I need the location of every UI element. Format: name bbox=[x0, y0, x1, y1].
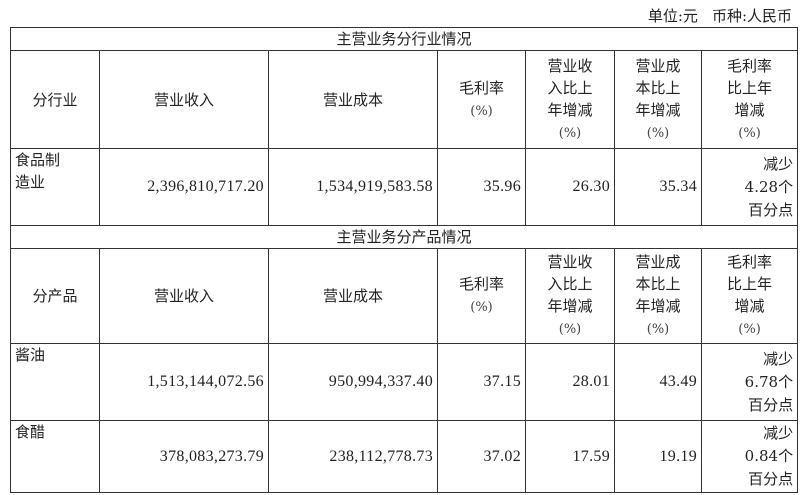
cost-cell: 1,534,919,583.58 bbox=[268, 148, 438, 226]
header-label: 毛利率 bbox=[458, 275, 504, 293]
column-header: 分产品 bbox=[10, 248, 100, 344]
table-row: 食品制造业 2,396,810,717.20 1,534,919,583.58 … bbox=[10, 148, 799, 226]
row-name: 食品制造业 bbox=[10, 148, 100, 226]
column-header: 营业成 本比上 年增减 (%) bbox=[614, 248, 702, 344]
percent-unit: (%) bbox=[558, 125, 582, 141]
column-header: 毛利率 比上年 增减 (%) bbox=[700, 248, 799, 344]
revenue-cell: 378,083,273.79 bbox=[99, 420, 269, 493]
section-title: 主营业务分行业情况 bbox=[9, 27, 799, 51]
row-name-text: 食品制造业 bbox=[15, 151, 61, 191]
margin-change-cell: 减少 6.78个 百分点 bbox=[700, 343, 799, 421]
column-header: 营业成 本比上 年增减 (%) bbox=[614, 50, 702, 149]
column-header: 营业成本 bbox=[268, 248, 438, 344]
header-label: 营业成 本比上 年增减 bbox=[635, 56, 681, 119]
header-label: 毛利率 比上年 增减 bbox=[727, 56, 773, 119]
column-header: 分行业 bbox=[10, 50, 100, 149]
column-header: 毛利率 (%) bbox=[437, 50, 526, 149]
margin-cell: 37.15 bbox=[437, 343, 526, 421]
header-label: 毛利率 比上年 增减 bbox=[727, 253, 773, 315]
margin-change-cell: 减少 4.28个 百分点 bbox=[700, 148, 799, 226]
column-header: 营业收 入比上 年增减 (%) bbox=[525, 50, 615, 149]
table-row: 食醋 378,083,273.79 238,112,778.73 37.02 1… bbox=[10, 420, 799, 493]
margin-change-text: 减少 6.78个 百分点 bbox=[744, 349, 794, 414]
revenue-change-cell: 28.01 bbox=[525, 343, 615, 421]
revenue-cell: 2,396,810,717.20 bbox=[99, 148, 269, 226]
percent-unit: (%) bbox=[646, 125, 670, 141]
percent-unit: (%) bbox=[558, 322, 582, 337]
column-header: 营业收入 bbox=[99, 50, 269, 149]
row-name: 酱油 bbox=[10, 343, 100, 421]
margin-change-cell: 减少 0.84个 百分点 bbox=[700, 420, 799, 493]
header-label: 营业成 本比上 年增减 bbox=[635, 253, 681, 315]
column-header: 毛利率 比上年 增减 (%) bbox=[700, 50, 799, 149]
percent-unit: (%) bbox=[738, 125, 761, 141]
cost-cell: 238,112,778.73 bbox=[268, 420, 438, 493]
revenue-cell: 1,513,144,072.56 bbox=[99, 343, 269, 421]
row-name: 食醋 bbox=[10, 420, 100, 493]
margin-change-text: 减少 0.84个 百分点 bbox=[744, 424, 794, 488]
column-header: 毛利率 (%) bbox=[437, 248, 526, 344]
currency-label: 币种:人民币 bbox=[711, 7, 792, 25]
cost-change-cell: 35.34 bbox=[614, 148, 702, 226]
cost-change-cell: 43.49 bbox=[614, 343, 702, 421]
section-title-row: 主营业务分行业情况 bbox=[9, 27, 799, 51]
cost-change-cell: 19.19 bbox=[614, 420, 702, 493]
header-label: 营业收 入比上 年增减 bbox=[547, 253, 593, 315]
column-header: 营业收入 bbox=[99, 248, 269, 344]
revenue-change-cell: 17.59 bbox=[525, 420, 615, 493]
margin-cell: 35.96 bbox=[437, 148, 526, 226]
unit-info: 单位:元 币种:人民币 bbox=[634, 5, 792, 26]
header-row: 分产品 营业收入 营业成本 毛利率 (%) 营业收 入比上 年增减 (%) 营业成 本比上 年… bbox=[10, 248, 799, 344]
percent-unit: (%) bbox=[646, 322, 670, 337]
header-label: 毛利率 bbox=[458, 78, 504, 97]
column-header: 营业成本 bbox=[268, 50, 438, 149]
main-business-table: 主营业务分行业情况 分行业 营业收入 营业成本 毛利率 (%) 营业收 入比上 年增减 (%)… bbox=[9, 27, 799, 493]
unit-label: 单位:元 bbox=[647, 7, 698, 25]
header-row: 分行业 营业收入 营业成本 毛利率 (%) 营业收 入比上 年增减 (%) 营业成 本比上 年… bbox=[10, 50, 799, 149]
table-row: 酱油 1,513,144,072.56 950,994,337.40 37.15… bbox=[10, 343, 799, 421]
cost-cell: 950,994,337.40 bbox=[268, 343, 438, 421]
column-header: 营业收 入比上 年增减 (%) bbox=[525, 248, 615, 344]
margin-change-text: 减少 4.28个 百分点 bbox=[744, 154, 794, 219]
row-name-text: 酱油 bbox=[15, 346, 46, 364]
row-name-text: 食醋 bbox=[15, 423, 46, 441]
section-title: 主营业务分产品情况 bbox=[9, 225, 799, 249]
percent-unit: (%) bbox=[470, 103, 493, 119]
revenue-change-cell: 26.30 bbox=[525, 148, 615, 226]
header-label: 营业收 入比上 年增减 bbox=[547, 56, 593, 119]
margin-cell: 37.02 bbox=[437, 420, 526, 493]
section-title-row: 主营业务分产品情况 bbox=[9, 225, 799, 249]
percent-unit: (%) bbox=[738, 322, 761, 337]
percent-unit: (%) bbox=[470, 300, 493, 315]
